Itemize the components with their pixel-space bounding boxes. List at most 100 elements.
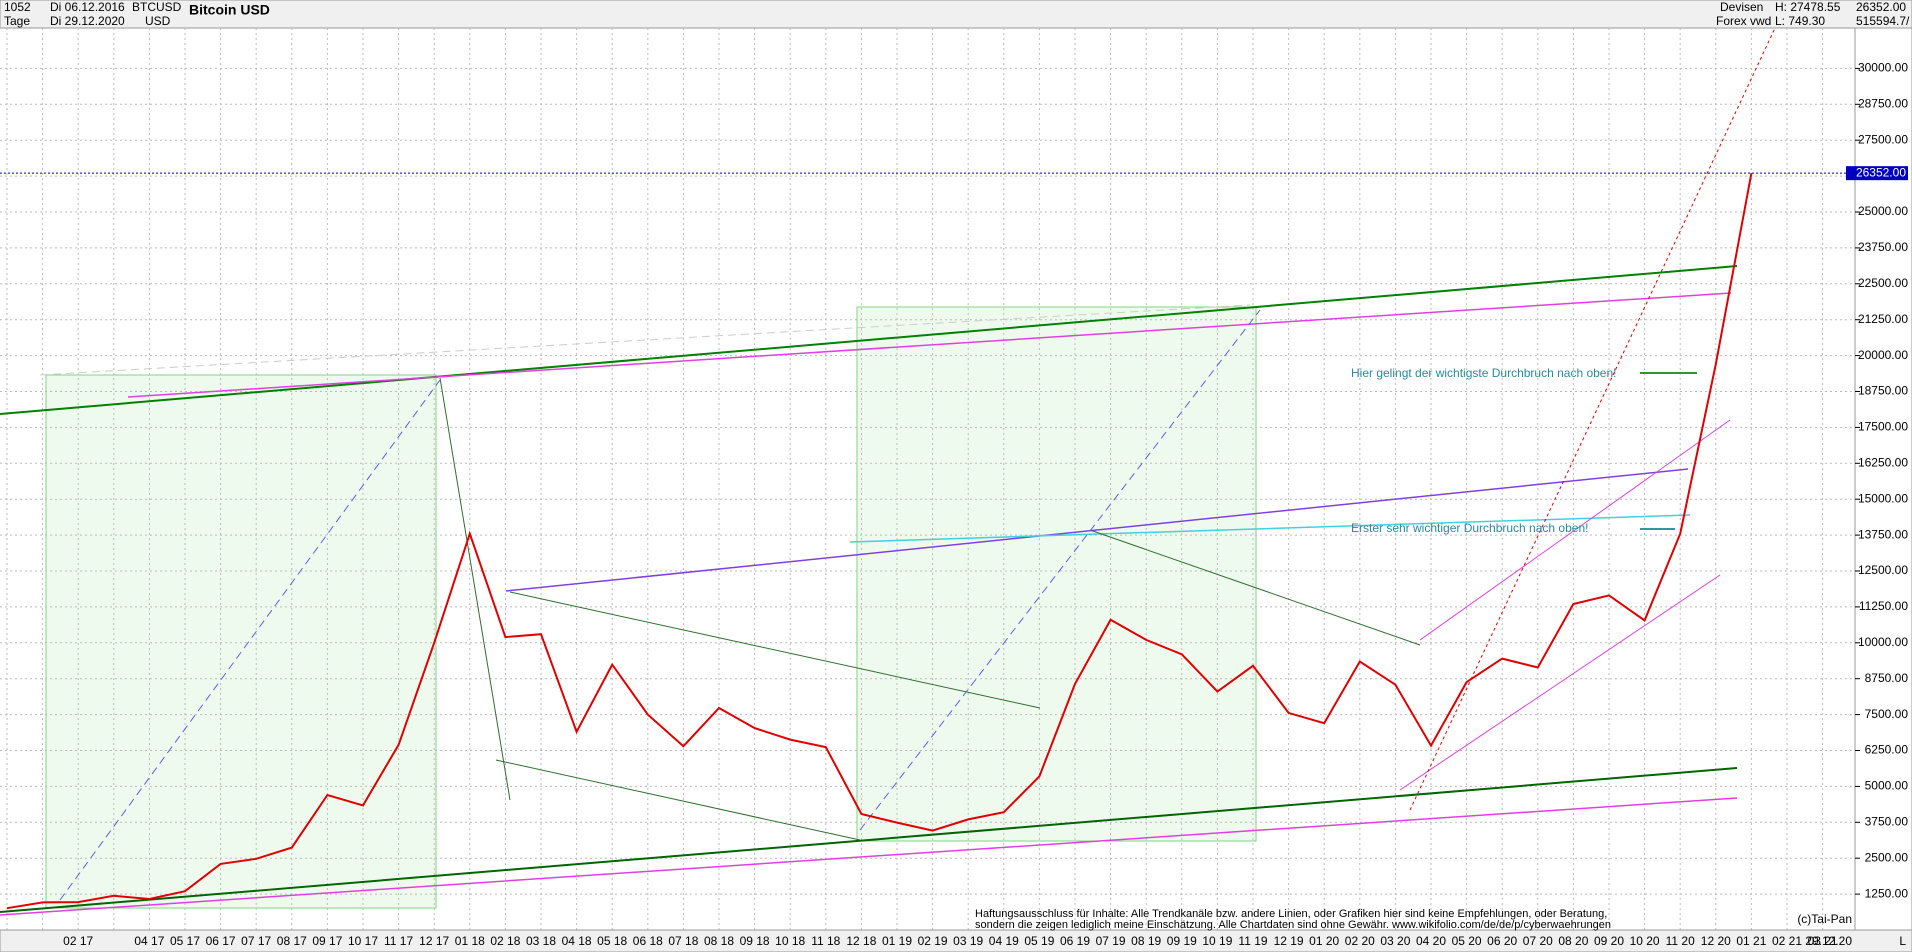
- x-tick-label: 07 18: [668, 934, 698, 948]
- period[interactable]: Tage: [4, 14, 30, 28]
- x-tick-label: 09 17: [312, 934, 342, 948]
- x-tick-label: 09 20: [1594, 934, 1624, 948]
- y-tick-label: 20000.00: [1858, 348, 1908, 362]
- y-axis-panel: [1854, 27, 1912, 931]
- trend-line: [127, 292, 1732, 398]
- currency: USD: [145, 14, 171, 28]
- trend-line: [39, 304, 1251, 376]
- x-tick-label: 10 19: [1202, 934, 1232, 948]
- y-tick-label: 1250.00: [1865, 886, 1909, 900]
- volume: 515594.7/: [1856, 14, 1910, 28]
- x-tick-label: 01 18: [455, 934, 485, 948]
- chart-title: Bitcoin USD: [189, 2, 270, 18]
- x-tick-label: 03 19: [953, 934, 983, 948]
- y-tick-label: 15000.00: [1858, 491, 1908, 505]
- axis-date: 29.12.20: [1805, 934, 1852, 948]
- disclaimer: sondern die zeigen lediglich meine Einsc…: [975, 919, 1611, 931]
- y-tick-label: 30000.00: [1858, 61, 1908, 75]
- x-axis-panel: [0, 929, 1912, 952]
- y-tick-label: 7500.00: [1865, 707, 1909, 721]
- x-tick-label: 06 19: [1060, 934, 1090, 948]
- x-tick-label: 05 17: [170, 934, 200, 948]
- y-tick-label: 16250.00: [1858, 455, 1908, 469]
- y-tick-label: 3750.00: [1865, 814, 1909, 828]
- high: H: 27478.55: [1775, 0, 1841, 14]
- x-tick-label: 12 20: [1701, 934, 1731, 948]
- low: L: 749.30: [1775, 14, 1825, 28]
- x-tick-label: 09 19: [1167, 934, 1197, 948]
- x-tick-label: 02 17: [63, 934, 93, 948]
- end-date[interactable]: Di 29.12.2020: [50, 14, 125, 28]
- y-tick-label: 5000.00: [1865, 779, 1909, 793]
- y-tick-label: 11250.00: [1859, 599, 1908, 613]
- x-tick-label: 06 20: [1487, 934, 1517, 948]
- source: Forex vwd: [1716, 14, 1771, 28]
- trend-line: [495, 759, 861, 841]
- x-tick-label: 08 18: [704, 934, 734, 948]
- annotation: Erster sehr wichtiger Durchbruch nach ob…: [1351, 521, 1588, 535]
- x-tick-label: 10 18: [775, 934, 805, 948]
- x-tick-label: 01 20: [1309, 934, 1339, 948]
- disclaimer: Haftungsausschluss für Inhalte: Alle Tre…: [975, 908, 1607, 920]
- x-tick-label: 11 17: [384, 934, 413, 948]
- zone-box: [856, 306, 1257, 842]
- y-tick-label: 10000.00: [1858, 635, 1908, 649]
- x-tick-label: 05 18: [597, 934, 627, 948]
- trend-line: [859, 309, 1261, 831]
- price-line: [6, 173, 1753, 910]
- x-tick-label: 12 18: [846, 934, 876, 948]
- axis-scale: L: [1899, 934, 1906, 948]
- x-tick-label: 11 19: [1238, 934, 1267, 948]
- trend-line: [1419, 419, 1731, 641]
- x-tick-label: 09 18: [740, 934, 770, 948]
- x-tick-label: 04 20: [1416, 934, 1446, 948]
- x-tick-label: 06 18: [633, 934, 663, 948]
- x-tick-label: 07 17: [241, 934, 271, 948]
- y-tick-label: 27500.00: [1858, 132, 1908, 146]
- y-tick-label: 8750.00: [1865, 671, 1909, 685]
- zone-box: [45, 374, 437, 909]
- trend-line: [0, 265, 1738, 415]
- trend-line: [1399, 574, 1721, 791]
- trend-line: [0, 767, 1738, 913]
- x-tick-label: 08 17: [277, 934, 307, 948]
- x-tick-label: 08 20: [1558, 934, 1588, 948]
- y-tick-label: 22500.00: [1858, 276, 1908, 290]
- x-tick-label: 05 20: [1452, 934, 1482, 948]
- x-tick-label: 10 20: [1630, 934, 1660, 948]
- trend-line: [439, 377, 511, 801]
- x-tick-label: 04 19: [989, 934, 1019, 948]
- x-tick-label: 03 20: [1380, 934, 1410, 948]
- current-price-box: [1846, 166, 1908, 181]
- x-tick-label: 07 20: [1523, 934, 1553, 948]
- x-tick-label: 04 17: [134, 934, 164, 948]
- x-tick-label: 08 19: [1131, 934, 1161, 948]
- x-tick-label: 12 19: [1274, 934, 1304, 948]
- x-tick-label: 04 18: [562, 934, 592, 948]
- header-bar: [0, 0, 1912, 29]
- x-tick-label: 11 20: [1666, 934, 1695, 948]
- trend-lines: [0, 27, 1776, 916]
- start-date[interactable]: Di 06.12.2016: [50, 0, 125, 14]
- x-tick-label: 03 18: [526, 934, 556, 948]
- y-tick-label: 17500.00: [1858, 420, 1908, 434]
- symbol: BTCUSD: [132, 0, 182, 14]
- copyright: (c)Tai-Pan: [1797, 912, 1852, 926]
- x-tick-label: 12 17: [419, 934, 449, 948]
- x-tick-label: 01 21: [1736, 934, 1766, 948]
- trend-line: [0, 797, 1738, 916]
- last: 26352.00: [1856, 0, 1906, 14]
- x-tick-label: 02 21: [1772, 934, 1802, 948]
- x-tick-label: 06 17: [206, 934, 236, 948]
- x-tick-label: 02 19: [918, 934, 948, 948]
- x-tick-label: 07 19: [1096, 934, 1126, 948]
- count: 1052: [4, 0, 31, 14]
- current-price-label: 26352.00: [1856, 165, 1906, 179]
- x-tick-label: 02 18: [490, 934, 520, 948]
- trend-line: [1089, 529, 1421, 646]
- y-tick-label: 18750.00: [1858, 384, 1908, 398]
- x-tick-label: 01 19: [882, 934, 912, 948]
- y-tick-label: 21250.00: [1858, 312, 1908, 326]
- trend-line: [509, 591, 1041, 709]
